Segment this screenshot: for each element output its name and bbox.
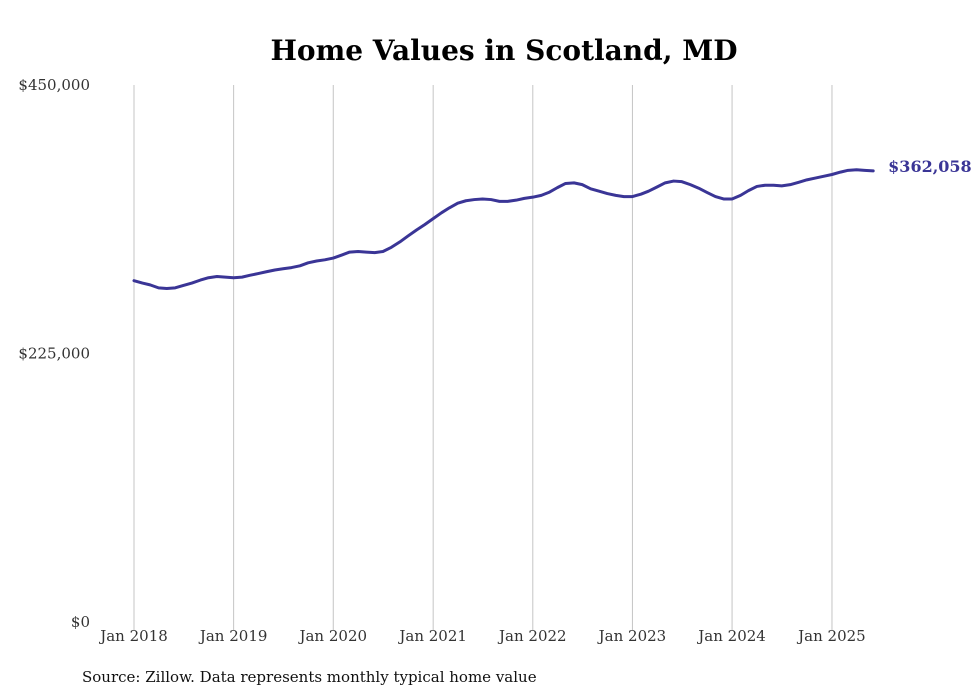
- x-tick-label: Jan 2023: [597, 627, 667, 645]
- chart-title: Home Values in Scotland, MD: [270, 34, 737, 67]
- x-axis-labels: Jan 2018 Jan 2019 Jan 2020 Jan 2021 Jan 2022…: [98, 627, 866, 645]
- grid-lines: [133, 85, 833, 630]
- y-tick-label: $225,000: [18, 345, 90, 363]
- last-value-label: $362,058: [888, 157, 972, 176]
- x-tick-label: Jan 2018: [98, 627, 168, 645]
- x-tick-label: Jan 2020: [297, 627, 367, 645]
- x-tick-label: Jan 2019: [198, 627, 268, 645]
- x-tick-label: Jan 2022: [497, 627, 567, 645]
- x-tick-label: Jan 2025: [796, 627, 866, 645]
- source-note: Source: Zillow. Data represents monthly …: [82, 668, 537, 686]
- series-layer: [132, 168, 875, 290]
- series-line: [132, 168, 875, 290]
- y-tick-label: $0: [71, 613, 90, 631]
- y-axis-labels: $0 $225,000 $450,000: [18, 76, 90, 631]
- x-tick-label: Jan 2021: [397, 627, 467, 645]
- y-tick-label: $450,000: [18, 76, 90, 94]
- x-tick-label: Jan 2024: [696, 627, 766, 645]
